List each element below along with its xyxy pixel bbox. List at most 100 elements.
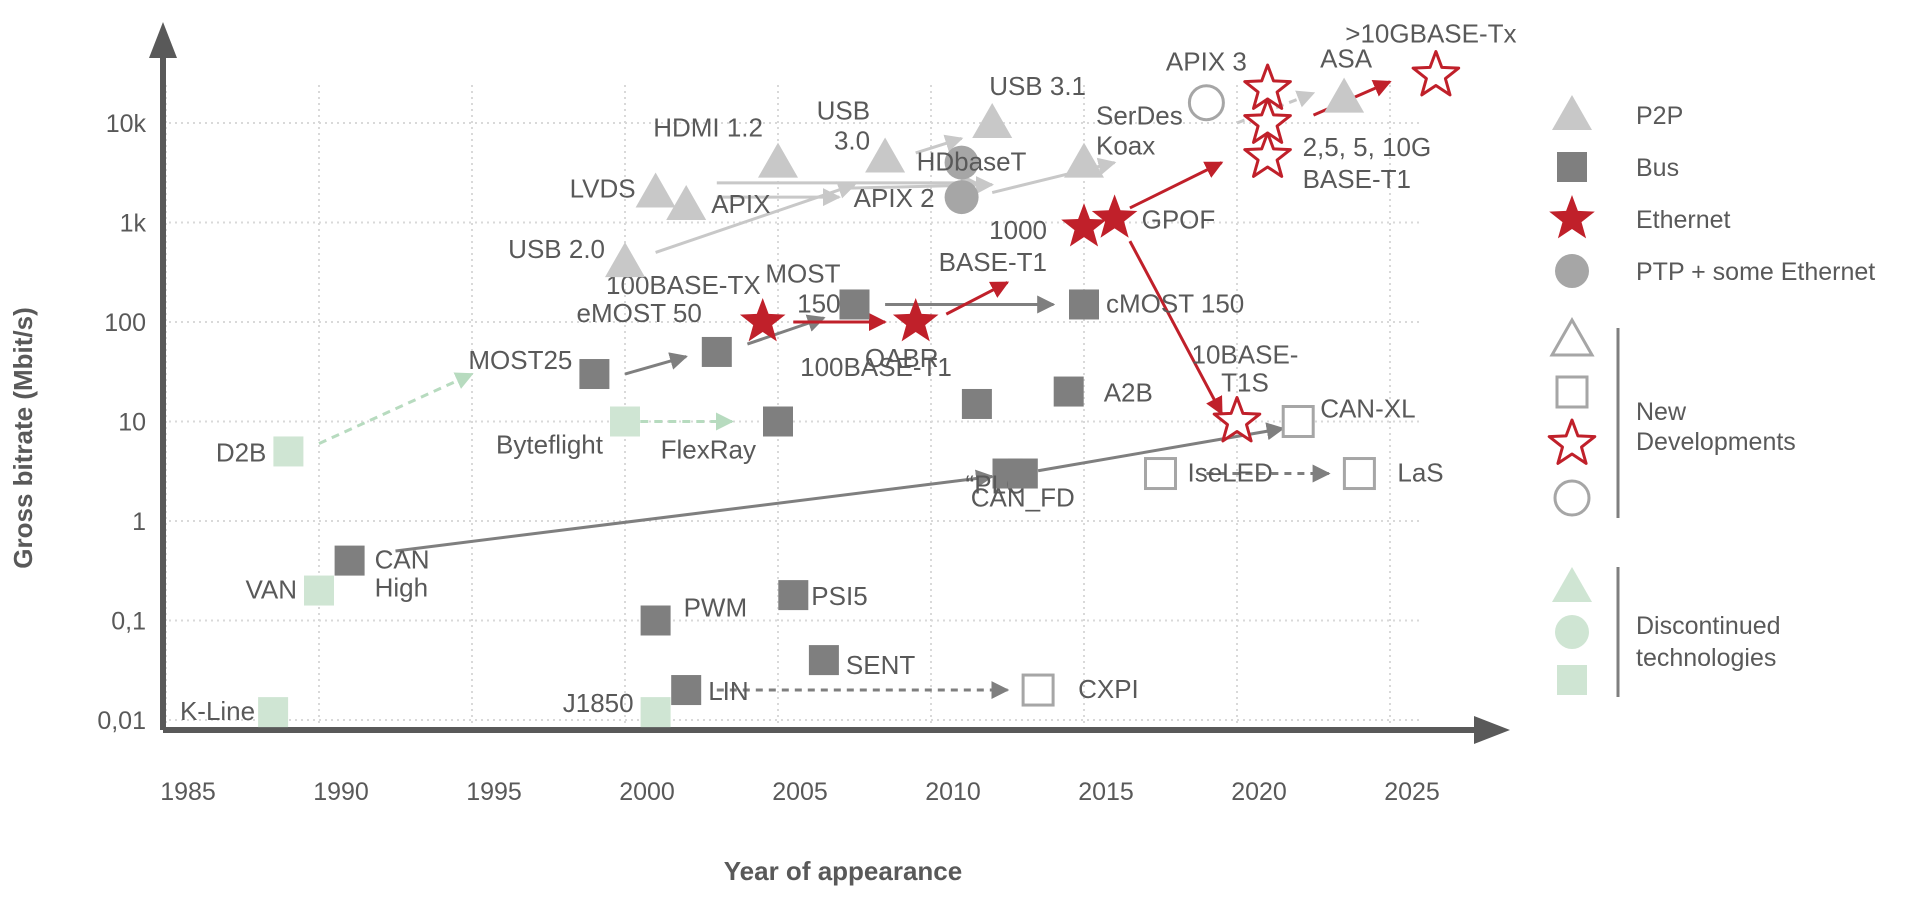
point-pwm	[640, 605, 671, 636]
point-label-100base-t1: 100BASE-T1	[800, 352, 952, 382]
x-tick-label: 1990	[313, 778, 369, 806]
point-label-byteflight: Byteflight	[496, 430, 604, 460]
data-points: K-Line VAN CAN High D2B MOST25 Byteflight FlexR…	[180, 19, 1517, 728]
y-tick-label: 10k	[106, 110, 147, 138]
point-label-hdbaset: HDbaseT	[917, 147, 1027, 177]
legend-marker-bus	[1557, 152, 1587, 182]
legend-disc-square	[1557, 665, 1587, 695]
point-label-usb-2-0: USB 2.0	[508, 234, 605, 264]
point-cxpi	[1021, 673, 1055, 707]
legend-marker-ptp-some-ethernet	[1555, 254, 1589, 288]
point-usb-2-0	[605, 242, 645, 278]
point-k-line	[258, 697, 289, 728]
point-most25	[579, 359, 610, 390]
point-100base-tx	[739, 298, 786, 342]
point-asa	[1324, 77, 1365, 113]
point-label-asa: ASA	[1320, 44, 1373, 74]
point-can-fd	[1007, 458, 1038, 489]
point-label-oabr: OABR	[865, 343, 939, 373]
x-axis-title: Year of appearance	[724, 856, 962, 886]
point-j1850	[640, 697, 671, 728]
axes	[149, 22, 1510, 744]
point-10gbase-tx	[1411, 50, 1461, 97]
point-apix-3	[1187, 84, 1225, 122]
point-label-can-high: CAN High	[375, 545, 430, 603]
point-label-usb-3-1: USB 3.1	[989, 71, 1086, 101]
point-apix-2	[944, 180, 979, 215]
x-axis-arrowhead	[1474, 716, 1510, 744]
point-d2b	[273, 436, 304, 467]
point-2-5-5-10g-base-t1	[1243, 131, 1292, 178]
legend-new-circle	[1553, 479, 1591, 517]
point-lin	[671, 675, 702, 706]
trend-arrow	[1129, 161, 1224, 210]
point-label-1000-base-t1: 1000 BASE-T1	[939, 215, 1047, 277]
point-apix	[666, 184, 707, 220]
point-label-usb-3-0: USB 3.0	[817, 96, 870, 156]
trend-arrow	[1128, 240, 1224, 416]
point-label-apix: APIX	[711, 189, 770, 219]
point-usb-3-0	[865, 137, 906, 173]
point-usb-3-1	[972, 103, 1013, 138]
legend-new-star	[1547, 418, 1597, 465]
point-label-sent: SENT	[846, 650, 915, 680]
point-label-cmost-150: cMOST 150	[1106, 288, 1244, 318]
point-emost-50	[701, 336, 732, 367]
x-tick-label: 2010	[925, 778, 981, 806]
x-tick-label: 2005	[772, 778, 828, 806]
point-label-hdmi-1-2: HDMI 1.2	[653, 113, 763, 143]
point-a2b	[1053, 376, 1084, 407]
point-iseled	[1144, 457, 1177, 491]
point-serdes-koax	[1064, 142, 1104, 178]
point-label-can-fd: CAN_FD	[971, 483, 1075, 513]
point-1000-base-t1	[1061, 203, 1107, 247]
point-100base-t1	[961, 388, 992, 419]
y-tick-label: 10	[118, 409, 146, 437]
point-can-xl	[1281, 405, 1315, 438]
point-can-high	[334, 545, 365, 576]
x-tick-label: 2025	[1384, 778, 1440, 806]
x-tick-label: 1985	[160, 778, 216, 806]
point-hdbaset	[944, 145, 979, 180]
y-tick-label: 100	[104, 309, 146, 337]
point-label-emost-50: eMOST 50	[577, 298, 702, 328]
y-axis-arrowhead	[149, 22, 177, 58]
point-label-can-xl: CAN-XL	[1320, 394, 1415, 424]
trend-arrow	[915, 134, 964, 155]
point-label-lin: LIN	[708, 676, 748, 706]
point-lvds	[635, 172, 676, 208]
point-label-k-line: K-Line	[180, 696, 255, 726]
legend-marker-p2p	[1552, 95, 1592, 130]
legend-label: PTP + some Ethernet	[1636, 258, 1875, 286]
point-las	[1342, 457, 1376, 491]
point-cmost-150	[1069, 289, 1099, 320]
tick-labels: 1985 1990 1995 2000 2005 2010 2015 2020 2025 0,01…	[97, 110, 1439, 806]
point-label-las: LaS	[1397, 458, 1443, 488]
point-gpof	[1091, 194, 1138, 238]
point-label-a2b: A2B	[1104, 378, 1153, 408]
x-tick-label: 2015	[1078, 778, 1134, 806]
point-hdmi-1-2	[758, 142, 798, 178]
point-label-10base-t1s: 10BASE-T1S	[1192, 340, 1299, 398]
point-oabr	[892, 298, 939, 342]
point-label-serdes-koax: SerDes Koax	[1096, 101, 1183, 161]
point-psi5	[778, 580, 809, 611]
legend-label: Bus	[1636, 154, 1679, 182]
legend-group-label: New Developments	[1636, 398, 1796, 456]
y-axis-title: Gross bitrate (Mbit/s)	[8, 307, 38, 568]
point-label-lvds: LVDS	[570, 174, 636, 204]
point-10base-t1s	[1212, 396, 1262, 443]
point-label-most25: MOST25	[468, 345, 572, 375]
legend-label: Ethernet	[1636, 206, 1731, 234]
legend-disc-circle	[1555, 615, 1589, 649]
trend-arrow	[624, 352, 688, 376]
x-tick-label: 2000	[619, 778, 675, 806]
point-label-cxpi: CXPI	[1078, 674, 1139, 704]
legend-new-square	[1555, 375, 1589, 409]
x-tick-label: 1995	[466, 778, 522, 806]
point-label-gpof: GPOF	[1142, 204, 1216, 234]
point-label-d2b: D2B	[216, 437, 267, 467]
point-byteflight	[610, 406, 640, 437]
trend-arrow	[945, 281, 1010, 316]
